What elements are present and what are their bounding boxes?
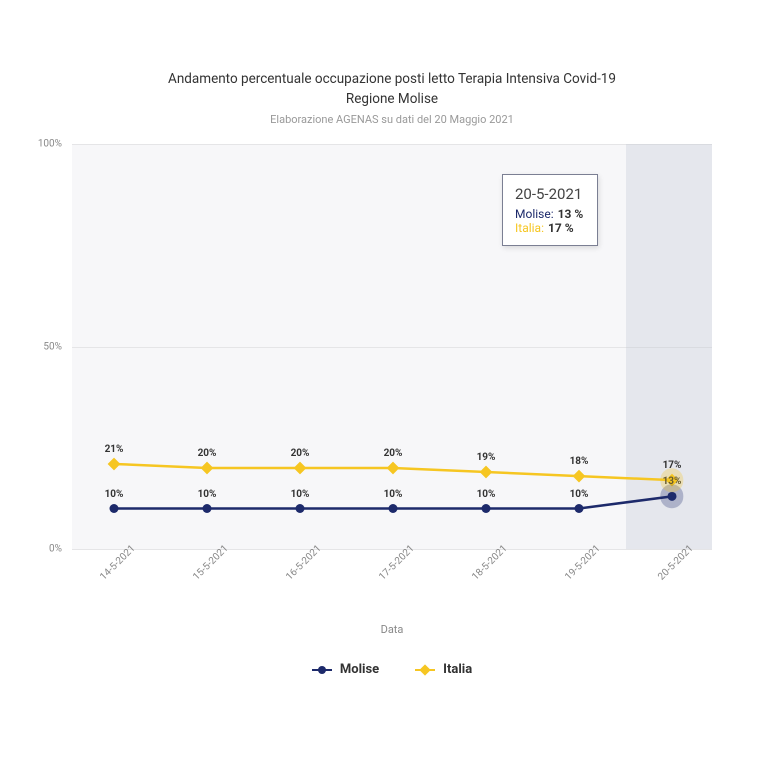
data-label-molise: 10%	[384, 489, 403, 500]
x-axis-title: Data	[72, 623, 712, 636]
tooltip-date: 20-5-2021	[515, 185, 583, 203]
legend-label: Italia	[443, 662, 472, 677]
y-axis-label: 100%	[38, 139, 72, 150]
plot-area[interactable]: 0%50%100%10%10%10%10%10%10%13%21%20%20%2…	[72, 144, 712, 549]
tooltip-series-name: Molise:	[515, 207, 554, 221]
data-label-italia: 18%	[570, 456, 589, 467]
x-axis-label: 16-5-2021	[284, 543, 324, 583]
chart-title: Andamento percentuale occupazione posti …	[72, 70, 712, 109]
x-axis-label: 17-5-2021	[377, 543, 417, 583]
x-axis-label: 20-5-2021	[656, 543, 696, 583]
y-axis-label: 0%	[49, 544, 72, 555]
data-label-molise: 10%	[477, 489, 496, 500]
legend-label: Molise	[340, 662, 379, 677]
series-marker-italia[interactable]	[201, 462, 214, 475]
tooltip-series-value: 17 %	[548, 221, 574, 235]
series-marker-italia[interactable]	[573, 470, 586, 483]
series-marker-italia[interactable]	[387, 462, 400, 475]
x-axis-label: 18-5-2021	[470, 543, 510, 583]
chart-title-line1: Andamento percentuale occupazione posti …	[168, 71, 616, 87]
y-axis-label: 50%	[43, 341, 72, 352]
data-label-molise: 10%	[105, 489, 124, 500]
legend-swatch	[415, 669, 435, 671]
x-axis-label: 19-5-2021	[563, 543, 603, 583]
legend: Molise Italia	[72, 662, 712, 677]
series-marker-molise[interactable]	[296, 504, 305, 513]
series-marker-molise[interactable]	[575, 504, 584, 513]
tooltip-series-name: Italia:	[515, 221, 544, 235]
data-label-italia: 19%	[477, 452, 496, 463]
tooltip-row: Molise: 13 %	[515, 207, 583, 221]
tooltip: 20-5-2021 Molise: 13 % Italia: 17 %	[502, 174, 598, 246]
data-label-italia: 20%	[384, 448, 403, 459]
chart-subtitle: Elaborazione AGENAS su dati del 20 Maggi…	[72, 113, 712, 126]
series-marker-molise[interactable]	[482, 504, 491, 513]
series-marker-italia[interactable]	[480, 466, 493, 479]
legend-item-italia[interactable]: Italia	[415, 662, 472, 677]
series-marker-molise[interactable]	[110, 504, 119, 513]
x-axis-labels: 14-5-202115-5-202116-5-202117-5-202118-5…	[72, 549, 712, 617]
chart-title-line2: Regione Molise	[346, 91, 438, 107]
series-marker-italia[interactable]	[294, 462, 307, 475]
legend-item-molise[interactable]: Molise	[312, 662, 379, 677]
legend-swatch	[312, 669, 332, 671]
data-label-italia: 21%	[105, 444, 124, 455]
series-marker-italia[interactable]	[108, 458, 121, 471]
x-axis-label: 14-5-2021	[98, 543, 138, 583]
data-label-molise: 10%	[570, 489, 589, 500]
data-label-molise: 10%	[291, 489, 310, 500]
data-label-italia: 20%	[198, 448, 217, 459]
x-axis-label: 15-5-2021	[191, 543, 231, 583]
series-marker-molise[interactable]	[203, 504, 212, 513]
data-label-italia: 20%	[291, 448, 310, 459]
chart-container: Andamento percentuale occupazione posti …	[72, 70, 712, 677]
series-marker-molise[interactable]	[389, 504, 398, 513]
tooltip-series-value: 13 %	[558, 207, 584, 221]
data-label-molise: 10%	[198, 489, 217, 500]
tooltip-row: Italia: 17 %	[515, 221, 583, 235]
